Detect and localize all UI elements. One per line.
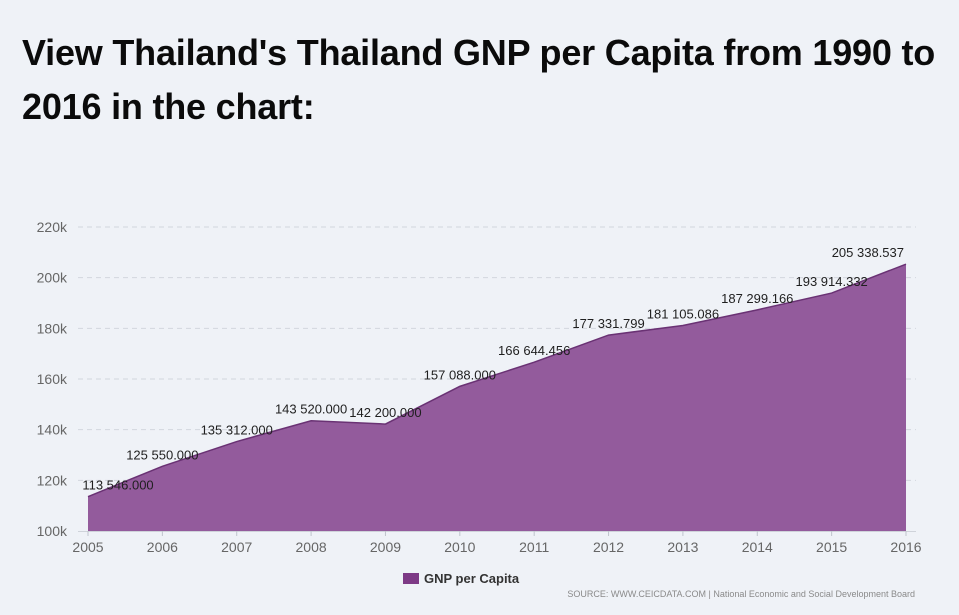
y-tick-label-220k: 220k	[37, 219, 68, 235]
x-tick-label-2006: 2006	[147, 539, 178, 555]
x-tick-label-2005: 2005	[72, 539, 103, 555]
legend-label: GNP per Capita	[424, 571, 520, 586]
data-point-2014[interactable]	[754, 307, 760, 313]
x-tick-label-2010: 2010	[444, 539, 475, 555]
chart-title: View Thailand's Thailand GNP per Capita …	[22, 32, 936, 127]
data-label-2009: 142 200.000	[349, 405, 421, 420]
legend-swatch	[403, 573, 419, 584]
data-label-2005: 113 546.000	[82, 478, 153, 493]
data-label-2014: 187 299.166	[721, 291, 793, 306]
data-label-2006: 125 550.000	[126, 447, 198, 462]
data-label-2015: 193 914.332	[795, 274, 867, 289]
data-point-2006[interactable]	[159, 463, 165, 469]
data-label-2012: 177 331.799	[572, 316, 644, 331]
y-tick-label-200k: 200k	[37, 270, 68, 286]
source-note: SOURCE: WWW.CEICDATA.COM | National Econ…	[567, 589, 915, 599]
data-label-2007: 135 312.000	[201, 423, 273, 438]
x-tick-label-2015: 2015	[816, 539, 847, 555]
x-tick-label-2013: 2013	[667, 539, 698, 555]
y-tick-label-140k: 140k	[37, 422, 68, 438]
y-tick-label-120k: 120k	[37, 472, 68, 488]
x-tick-label-2016: 2016	[890, 539, 921, 555]
x-tick-label-2011: 2011	[519, 539, 549, 555]
x-tick-label-2008: 2008	[296, 539, 327, 555]
x-tick-label-2012: 2012	[593, 539, 624, 555]
y-tick-label-180k: 180k	[37, 320, 68, 336]
data-label-2010: 157 088.000	[424, 367, 496, 382]
x-tick-label-2009: 2009	[370, 539, 401, 555]
y-axis: 100k 120k 140k 160k 180k 200k 220k	[37, 219, 68, 539]
area-fill	[88, 264, 906, 531]
data-point-2005[interactable]	[85, 494, 91, 500]
data-point-2007[interactable]	[234, 439, 240, 445]
data-point-2013[interactable]	[680, 323, 686, 329]
data-point-2016[interactable]	[903, 261, 909, 267]
series-area	[85, 261, 909, 531]
x-tick-label-2007: 2007	[221, 539, 252, 555]
x-axis: 2005 2006 2007 2008 2009 2010 2011 2012 2013 2014…	[72, 531, 922, 555]
data-label-2008: 143 520.000	[275, 402, 347, 417]
series-line	[87, 263, 907, 498]
data-point-2008[interactable]	[308, 418, 314, 424]
data-point-2015[interactable]	[829, 290, 835, 296]
data-point-2010[interactable]	[457, 383, 463, 389]
data-point-2011[interactable]	[531, 359, 537, 365]
data-label-2013: 181 105.086	[647, 307, 719, 322]
x-tick-label-2014: 2014	[742, 539, 773, 555]
data-label-2016: 205 338.537	[832, 245, 904, 260]
data-label-2011: 166 644.456	[498, 343, 570, 358]
y-tick-label-160k: 160k	[37, 371, 68, 387]
legend[interactable]: GNP per Capita	[403, 571, 519, 586]
data-point-2009[interactable]	[382, 421, 388, 427]
data-point-2012[interactable]	[606, 332, 612, 338]
y-tick-label-100k: 100k	[37, 523, 68, 539]
